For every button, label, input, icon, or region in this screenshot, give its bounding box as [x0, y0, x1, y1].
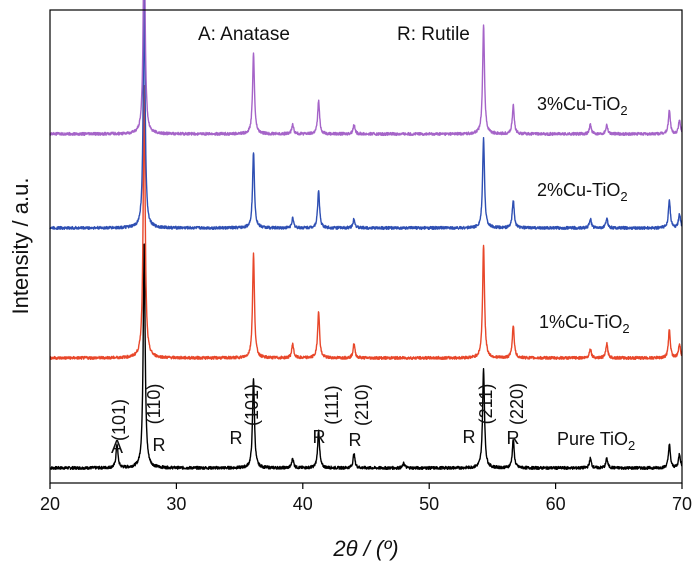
peak-hkl-label: (101) — [242, 384, 262, 426]
series-line-cu2 — [49, 0, 683, 231]
x-axis-title: 2θ / (º) — [332, 536, 398, 561]
series-line-pure — [49, 243, 683, 471]
x-tick-label-60: 60 — [546, 494, 566, 514]
peak-hkl-label: (210) — [352, 384, 372, 426]
peak-hkl-label: (110) — [144, 384, 164, 425]
plot-frame — [49, 9, 683, 484]
peak-phase-label: A — [111, 437, 123, 457]
series-label-cu1: 1%Cu-TiO2 — [539, 312, 630, 336]
peak-hkl-label: (101) — [109, 399, 129, 441]
series-line-cu1 — [49, 84, 683, 361]
y-axis-title: Intensity / a.u. — [8, 178, 33, 315]
peak-phase-label: R — [463, 427, 476, 447]
x-tick-label-50: 50 — [419, 494, 439, 514]
peak-phase-label: R — [507, 428, 520, 448]
peak-phase-label: R — [230, 428, 243, 448]
series-line-cu3 — [49, 0, 683, 137]
peak-hkl-label: (111) — [322, 385, 342, 424]
x-tick-label-40: 40 — [293, 494, 313, 514]
x-tick-label-30: 30 — [166, 494, 186, 514]
peak-phase-label: R — [313, 427, 326, 447]
x-tick-label-70: 70 — [672, 494, 692, 514]
peak-phase-label: R — [349, 430, 362, 450]
peak-annotations: A(101)R(110)R(101)R(111)R(210)R(211)R(22… — [109, 383, 527, 457]
legend-rutile: R: Rutile — [397, 24, 470, 45]
series-layer — [49, 0, 683, 471]
peak-phase-label: R — [153, 435, 166, 455]
x-tick-label-20: 20 — [40, 494, 60, 514]
peak-hkl-label: (220) — [507, 383, 527, 425]
series-label-pure: Pure TiO2 — [557, 429, 635, 453]
series-label-cu3: 3%Cu-TiO2 — [537, 94, 628, 118]
x-ticks: 20 30 40 50 60 70 — [40, 483, 692, 514]
peak-hkl-label: (211) — [476, 384, 496, 425]
series-label-cu2: 2%Cu-TiO2 — [537, 180, 628, 204]
legend-anatase: A: Anatase — [198, 24, 290, 45]
